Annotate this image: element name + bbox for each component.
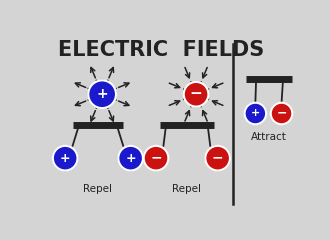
Circle shape xyxy=(184,82,209,107)
Circle shape xyxy=(205,146,230,170)
Circle shape xyxy=(271,103,292,124)
Text: −: − xyxy=(212,150,223,164)
Text: −: − xyxy=(150,150,162,164)
Text: ELECTRIC  FIELDS: ELECTRIC FIELDS xyxy=(58,40,265,60)
Text: Repel: Repel xyxy=(172,184,201,194)
Text: +: + xyxy=(60,152,71,165)
Circle shape xyxy=(118,146,143,170)
Circle shape xyxy=(88,80,116,108)
Text: +: + xyxy=(96,87,108,101)
Circle shape xyxy=(53,146,78,170)
Text: −: − xyxy=(276,106,287,119)
Text: +: + xyxy=(251,108,260,119)
Text: Attract: Attract xyxy=(251,132,287,142)
Circle shape xyxy=(144,146,168,170)
Text: Repel: Repel xyxy=(83,184,112,194)
Text: −: − xyxy=(190,86,202,101)
Circle shape xyxy=(245,103,266,124)
Text: +: + xyxy=(125,152,136,165)
